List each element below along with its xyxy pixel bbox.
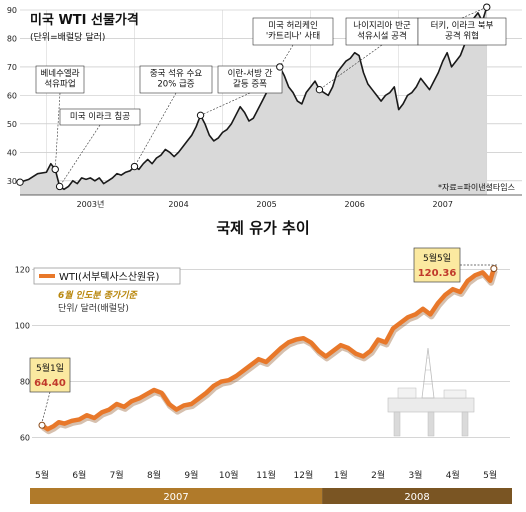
bottom-y-tick-label: 60 — [20, 434, 30, 443]
end-callout-date: 5월5일 — [423, 252, 451, 264]
year-bar-2007 — [30, 488, 323, 504]
start-callout-box — [29, 357, 71, 393]
year-bar-2008 — [322, 488, 512, 504]
oil-rig-leg — [461, 411, 469, 437]
oil-rig-building — [397, 387, 417, 399]
month-label: 2월 — [371, 469, 385, 481]
top-annotation-marker — [55, 182, 64, 191]
top-y-tick-label: 50 — [7, 120, 17, 129]
top-annotation-label: 미국 이라크 침공 — [70, 111, 130, 122]
top-annotation-leader — [54, 92, 61, 170]
end-callout-value: 120.36 — [418, 268, 457, 279]
oil-rig-derrick-braces — [424, 357, 432, 385]
bottom-y-tick-label: 120 — [15, 266, 30, 275]
start-callout-date: 5월1일 — [36, 362, 64, 374]
top-x-tick-label: 2005 — [256, 200, 276, 209]
top-annotation-leader — [461, 6, 487, 19]
top-annotation-leader — [319, 44, 383, 90]
top-x-tick-label: 2003년 — [77, 199, 105, 209]
top-annotation-box — [35, 65, 85, 94]
month-label: 9월 — [184, 469, 198, 481]
top-chart-unit: (단위=배럴당 달러) — [30, 31, 105, 43]
bottom-chart-title: 국제 유가 추이 — [216, 219, 309, 237]
top-annotation-label: 중국 석유 수요 20% 급증 — [150, 68, 203, 90]
month-label: 6월 — [72, 469, 86, 481]
month-label: 11월 — [256, 469, 276, 481]
oil-rig-building — [443, 389, 467, 399]
top-y-tick-label: 80 — [7, 34, 17, 43]
month-label: 5월 — [483, 469, 497, 481]
top-chart-source: *자료=파이낸셜타임스 — [438, 182, 515, 192]
start-callout-value: 64.40 — [34, 378, 66, 389]
month-label: 10월 — [219, 469, 239, 481]
start-point-marker — [38, 421, 46, 429]
oil-rig-leg — [427, 411, 435, 437]
top-annotation-label: 나이지리아 반군 석유시설 공격 — [353, 20, 411, 42]
month-label: 1월 — [334, 469, 348, 481]
oil-rig-derrick — [421, 347, 435, 399]
top-y-tick-label: 90 — [7, 6, 17, 15]
top-price-line — [19, 6, 488, 191]
top-annotation-label: 이란-서방 간 갈등 증폭 — [228, 68, 273, 90]
year-label-2008: 2008 — [404, 492, 429, 503]
top-annotation-marker — [51, 165, 59, 174]
oil-rig-deck — [387, 397, 475, 413]
top-x-tick-label: 2004 — [168, 200, 188, 209]
end-point-marker — [490, 265, 498, 273]
month-label: 8월 — [147, 469, 161, 481]
top-y-tick-label: 30 — [7, 177, 17, 186]
oil-price-trend-chart: 국제 유가 추이 60 80 100 120 WTI(서부텍사스산원유) 6월 인도분 종가… — [15, 219, 512, 504]
top-chart-title: 미국 WTI 선물가격 — [30, 12, 139, 28]
wti-futures-chart: 30 40 50 60 70 80 90 2003년 2004 2005 2006 2007 미국 WT… — [7, 3, 522, 209]
top-y-tick-label: 60 — [7, 91, 17, 100]
top-annotation-marker — [196, 111, 205, 120]
top-annotation-leader — [59, 124, 101, 187]
oil-rig-illustration — [387, 347, 475, 437]
month-label: 5월 — [35, 469, 49, 481]
bottom-y-tick-label: 100 — [15, 322, 30, 331]
wti-price-line — [39, 266, 497, 432]
month-label: 12월 — [294, 469, 314, 481]
end-callout-box — [413, 247, 461, 283]
top-x-tick-label: 2007 — [433, 200, 453, 209]
top-annotation-label: 터키, 이라크 북부 공격 위협 — [431, 20, 494, 42]
top-y-tick-label: 70 — [7, 63, 17, 72]
price-basis-note: 6월 인도분 종가기준 — [58, 290, 138, 301]
top-y-tick-label: 40 — [7, 148, 17, 157]
top-annotation-box — [417, 17, 507, 46]
month-label: 4월 — [446, 469, 460, 481]
top-annotation-marker — [130, 162, 139, 171]
top-annotation-label: 베네수엘라 석유파업 — [40, 69, 79, 90]
month-label: 3월 — [408, 469, 422, 481]
top-annotation-label: 미국 허리케인 '카트리나' 사태 — [266, 20, 320, 42]
top-area-fill — [20, 7, 487, 196]
top-annotation-marker — [276, 63, 284, 71]
top-annotation-box — [139, 65, 213, 94]
bottom-y-tick-label: 80 — [20, 378, 30, 387]
top-annotation-marker — [483, 3, 491, 11]
start-callout-leader — [41, 391, 51, 423]
top-annotation-marker — [315, 85, 324, 94]
top-x-tick-label: 2006 — [344, 200, 364, 209]
month-label: 7월 — [110, 469, 124, 481]
legend-box — [33, 267, 181, 285]
bottom-chart-unit: 단위/ 달러(배럴당) — [58, 302, 129, 314]
year-label-2007: 2007 — [163, 492, 188, 503]
top-start-marker — [16, 178, 24, 186]
oil-rig-leg — [393, 411, 401, 437]
legend-label: WTI(서부텍사스산원유) — [59, 271, 159, 283]
top-annotation-leader — [279, 44, 294, 68]
top-annotation-leader — [134, 92, 177, 167]
